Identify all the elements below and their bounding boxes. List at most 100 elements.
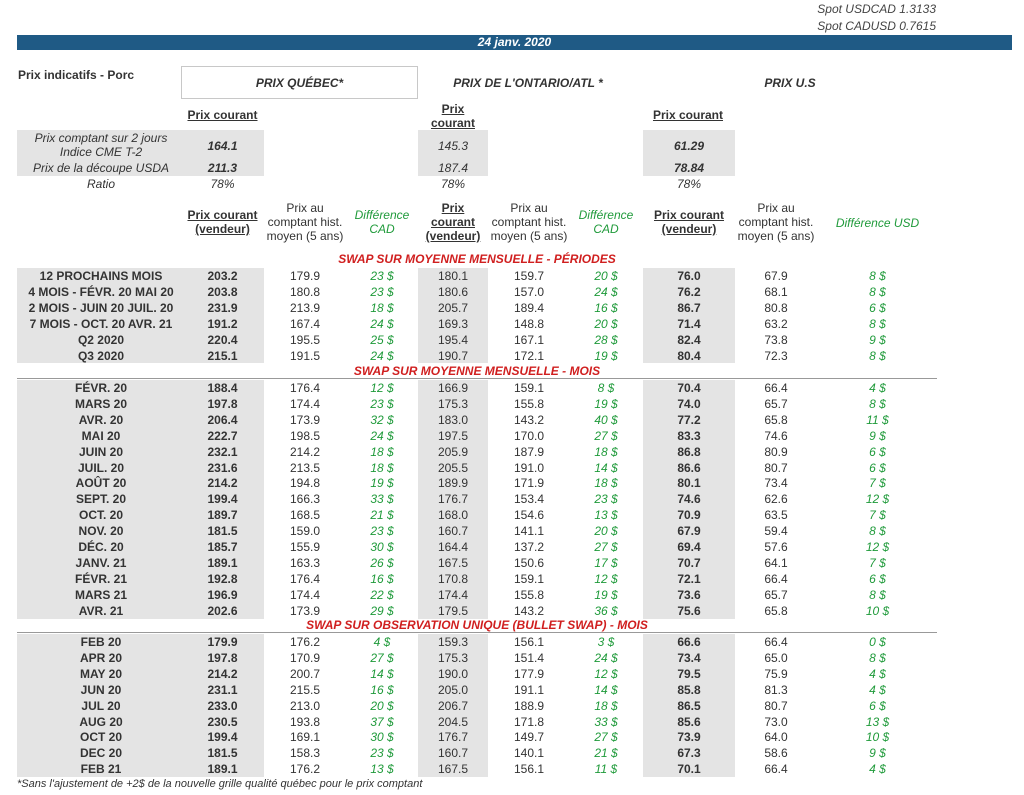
table-cell: 74.6	[764, 428, 788, 443]
table-cell: 172.1	[513, 348, 545, 363]
table-cell: 23 $	[594, 492, 618, 507]
table-cell: 140.1	[513, 746, 545, 761]
table-cell: 197.8	[207, 396, 238, 411]
table-cell: 176.4	[289, 571, 321, 586]
us-ratio: 78%	[676, 177, 702, 191]
table-cell: 148.8	[513, 316, 545, 331]
table-cell: 22 $	[370, 587, 394, 602]
table-cell: 199.4	[207, 492, 238, 507]
row-label: 12 PROCHAINS MOIS	[39, 269, 163, 283]
table-cell: 66.4	[764, 635, 788, 649]
us-decoupe: 78.84	[673, 161, 705, 175]
quebec-ratio: 78%	[210, 177, 235, 191]
table-cell: 164.4	[437, 540, 469, 554]
table-cell: 9 $	[869, 428, 886, 443]
table-cell: 173.9	[289, 412, 321, 427]
table-cell: 18 $	[370, 300, 394, 315]
table-cell: 23 $	[370, 396, 394, 411]
table-cell: 155.9	[289, 540, 321, 554]
table-cell: 214.2	[289, 444, 321, 459]
section-divider	[17, 378, 937, 379]
table-cell: 20 $	[594, 269, 618, 283]
row-label: DÉC. 20	[78, 540, 124, 554]
table-cell: 25 $	[370, 332, 394, 347]
table-cell: 191.2	[207, 316, 238, 331]
date-banner: 24 janv. 2020	[17, 35, 1012, 50]
table-cell: 205.0	[437, 682, 469, 697]
row-label: APR 20	[79, 650, 123, 665]
table-cell: 174.4	[289, 587, 321, 602]
quebec-header: PRIX QUÉBEC*	[255, 76, 344, 90]
table-cell: 73.0	[764, 714, 788, 729]
table-cell: 67.3	[677, 746, 701, 761]
row-label: MAI 20	[81, 428, 121, 443]
table-cell: 6 $	[869, 444, 886, 459]
table-cell: 200.7	[289, 666, 321, 681]
table-cell: 180.1	[437, 269, 469, 283]
table-cell: 32 $	[370, 412, 394, 427]
table-cell: 19 $	[594, 396, 618, 411]
table-cell: 222.7	[207, 428, 238, 443]
table-cell: 23 $	[370, 524, 394, 539]
table-cell: 86.5	[677, 698, 701, 713]
table-cell: 6 $	[869, 300, 886, 315]
table-cell: 166.9	[437, 381, 469, 395]
table-cell: 63.5	[764, 508, 788, 523]
footnote: *Sans l'ajustement de +2$ de la nouvelle…	[17, 778, 423, 790]
table-cell: 231.1	[207, 682, 238, 697]
table-cell: 198.5	[289, 428, 321, 443]
table-cell: 199.4	[207, 730, 238, 745]
table-cell: 158.3	[289, 746, 321, 761]
table-cell: 24 $	[370, 428, 394, 443]
table-cell: 168.0	[437, 508, 469, 523]
table-cell: 21 $	[370, 508, 394, 523]
table-cell: 24 $	[594, 650, 618, 665]
table-cell: 73.4	[677, 650, 701, 665]
table-cell: 9 $	[869, 746, 886, 761]
table-cell: 194.8	[289, 476, 321, 491]
table-cell: 179.9	[289, 269, 321, 283]
table-cell: 76.0	[677, 269, 701, 283]
table-cell: 20 $	[594, 316, 618, 331]
summary-bg-quebec	[17, 130, 264, 176]
table-cell: 151.4	[513, 650, 545, 665]
row-label: FEB 20	[80, 635, 122, 649]
table-cell: 233.0	[207, 698, 238, 713]
section-bg	[643, 634, 735, 778]
table-cell: 167.4	[289, 316, 321, 331]
quebec-prix-courant-label: Prix courant	[187, 108, 258, 122]
table-cell: 155.8	[513, 587, 545, 602]
ontario-col-diff: Différence CAD	[578, 208, 634, 236]
quebec-col-hist: Prix au comptant hist. moyen (5 ans)	[266, 201, 344, 243]
table-cell: 12 $	[594, 666, 618, 681]
table-cell: 205.9	[437, 444, 469, 459]
table-cell: 81.3	[764, 682, 788, 697]
table-cell: 170.8	[437, 571, 469, 586]
row-label: JUL 20	[81, 698, 121, 713]
table-cell: 13 $	[594, 508, 618, 523]
table-cell: 30 $	[370, 730, 394, 745]
table-cell: 189.7	[207, 508, 238, 523]
section-bg	[643, 380, 735, 619]
table-cell: 204.5	[437, 714, 469, 729]
spot-usdcad: Spot USDCAD 1.3133	[817, 2, 936, 16]
table-cell: 75.9	[764, 666, 788, 681]
table-cell: 73.9	[677, 730, 701, 745]
table-cell: 70.1	[677, 762, 701, 777]
table-cell: 149.7	[513, 730, 545, 745]
table-cell: 7 $	[869, 555, 886, 570]
table-cell: 203.8	[207, 284, 238, 299]
table-cell: 12 $	[370, 381, 394, 395]
table-cell: 65.8	[764, 412, 788, 427]
table-cell: 27 $	[370, 650, 394, 665]
table-cell: 8 $	[869, 524, 886, 539]
ontario-col-hist: Prix au comptant hist. moyen (5 ans)	[490, 201, 568, 243]
section-bg	[418, 268, 488, 364]
table-cell: 179.5	[437, 603, 469, 618]
table-cell: 197.8	[207, 650, 238, 665]
row-label: OCT. 20	[78, 508, 123, 523]
quebec-col-prix-courant: Prix courant (vendeur)	[187, 208, 258, 236]
table-cell: 179.9	[207, 635, 238, 649]
quebec-decoupe: 211.3	[207, 161, 238, 175]
table-cell: 213.5	[289, 460, 321, 475]
